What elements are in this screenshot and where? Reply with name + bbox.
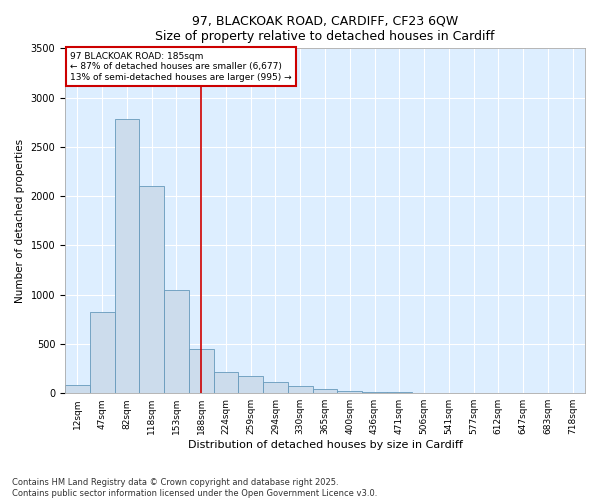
Bar xyxy=(387,392,412,393)
Bar xyxy=(362,392,387,393)
Bar xyxy=(189,349,214,393)
Bar xyxy=(139,186,164,393)
Bar xyxy=(288,386,313,393)
X-axis label: Distribution of detached houses by size in Cardiff: Distribution of detached houses by size … xyxy=(188,440,463,450)
Text: Contains HM Land Registry data © Crown copyright and database right 2025.
Contai: Contains HM Land Registry data © Crown c… xyxy=(12,478,377,498)
Bar xyxy=(90,312,115,393)
Bar xyxy=(214,372,238,393)
Bar xyxy=(164,290,189,393)
Title: 97, BLACKOAK ROAD, CARDIFF, CF23 6QW
Size of property relative to detached house: 97, BLACKOAK ROAD, CARDIFF, CF23 6QW Siz… xyxy=(155,15,495,43)
Bar xyxy=(115,120,139,393)
Bar xyxy=(263,382,288,393)
Y-axis label: Number of detached properties: Number of detached properties xyxy=(15,138,25,303)
Bar xyxy=(313,390,337,393)
Text: 97 BLACKOAK ROAD: 185sqm
← 87% of detached houses are smaller (6,677)
13% of sem: 97 BLACKOAK ROAD: 185sqm ← 87% of detach… xyxy=(70,52,292,82)
Bar xyxy=(337,390,362,393)
Bar xyxy=(238,376,263,393)
Bar xyxy=(65,386,90,393)
